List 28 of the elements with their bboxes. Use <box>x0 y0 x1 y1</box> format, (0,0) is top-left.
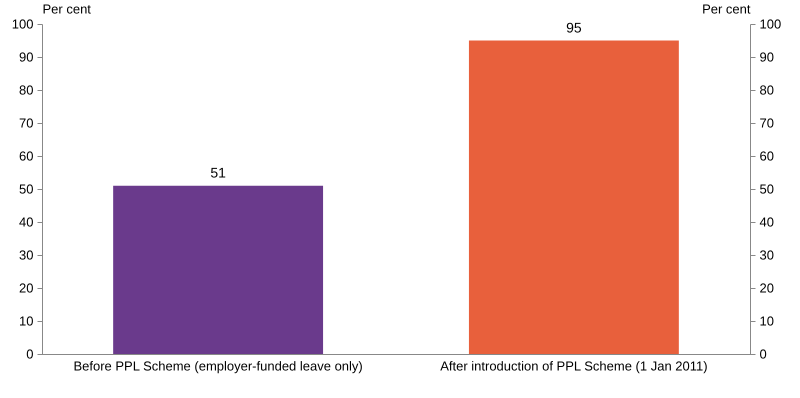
y-tick-label: 100 <box>12 16 34 32</box>
y2-tick-label: 50 <box>760 182 774 196</box>
y2-tick-label: 10 <box>760 314 774 328</box>
y-tick-label: 90 <box>19 50 34 64</box>
y-tick-label: 80 <box>19 82 34 98</box>
x-tick-label: After introduction of PPL Scheme (1 Jan 2011) <box>440 358 708 374</box>
y2-tick-label: 0 <box>760 346 767 362</box>
y2-tick-label: 100 <box>760 16 782 32</box>
y2-tick-label: 20 <box>760 280 774 296</box>
x-tick-label: Before PPL Scheme (employer-funded leave only) <box>73 358 363 374</box>
y-tick-label: 50 <box>19 182 34 196</box>
y2-tick-label: 70 <box>760 116 774 130</box>
y2-tick-label: 60 <box>760 148 774 164</box>
y-tick-label: 0 <box>26 346 34 362</box>
y-tick-label: 10 <box>19 314 34 328</box>
y-tick-label: 60 <box>19 148 34 164</box>
y-tick-label: 70 <box>19 116 34 130</box>
y-tick-label: 30 <box>19 248 34 262</box>
data-label: 95 <box>566 20 582 36</box>
y2-tick-label: 90 <box>760 50 774 64</box>
y2-tick-label: 80 <box>760 82 774 98</box>
y-tick-label: 20 <box>19 280 34 296</box>
y2-axis-title: Per cent <box>702 2 751 16</box>
y-axis-title: Per cent <box>42 2 92 16</box>
y2-tick-label: 30 <box>760 248 774 262</box>
data-label: 51 <box>210 164 226 181</box>
y2-tick-label: 40 <box>760 214 774 230</box>
y-tick-label: 40 <box>19 214 34 230</box>
